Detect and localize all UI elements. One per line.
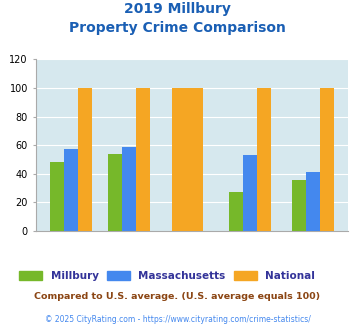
Bar [257,88,271,231]
Text: © 2025 CityRating.com - https://www.cityrating.com/crime-statistics/: © 2025 CityRating.com - https://www.city… [45,315,310,324]
Bar [172,88,203,231]
Bar [122,147,136,231]
Bar [136,88,150,231]
Bar [292,180,306,231]
Bar [78,88,92,231]
Bar [320,88,334,231]
Bar [108,154,122,231]
Bar [64,149,78,231]
Bar [50,162,64,231]
Text: Compared to U.S. average. (U.S. average equals 100): Compared to U.S. average. (U.S. average … [34,292,321,301]
Text: 2019 Millbury: 2019 Millbury [124,2,231,16]
Bar [243,155,257,231]
Bar [306,172,320,231]
Legend: Millbury, Massachusetts, National: Millbury, Massachusetts, National [20,271,315,281]
Bar [229,192,243,231]
Text: Property Crime Comparison: Property Crime Comparison [69,21,286,35]
